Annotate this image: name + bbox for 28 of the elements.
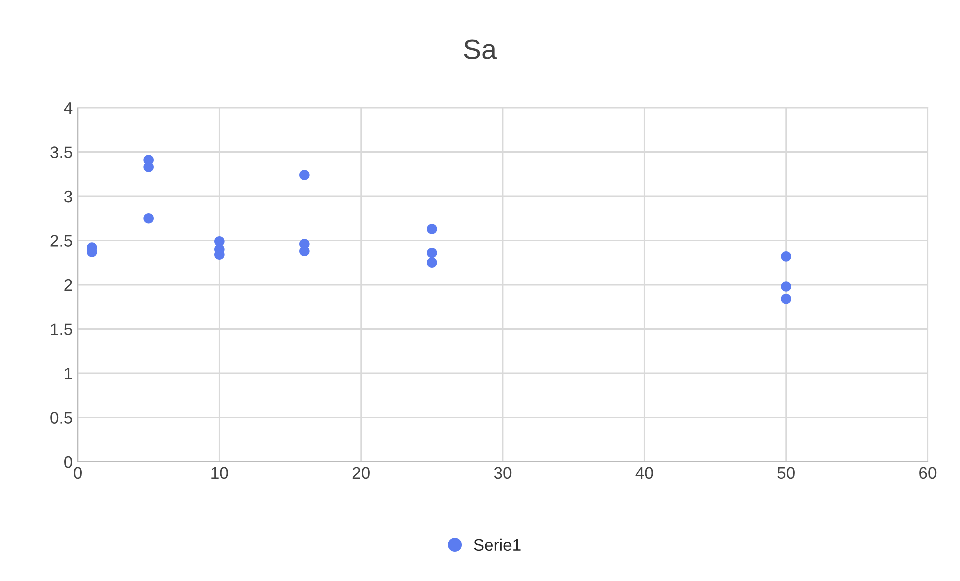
point xyxy=(781,252,792,262)
x-tick-label: 20 xyxy=(352,467,370,480)
point xyxy=(300,170,310,180)
point xyxy=(781,294,792,304)
y-tick-label: 3 xyxy=(64,190,72,203)
y-tick-label: 3.5 xyxy=(50,146,72,158)
point xyxy=(427,258,438,268)
point xyxy=(300,246,310,257)
y-tick-label: 4 xyxy=(64,102,73,114)
y-tick-label: 1 xyxy=(65,368,72,380)
point xyxy=(427,224,438,234)
x-tick-label: 10 xyxy=(212,467,228,480)
y-tick-label: 2 xyxy=(64,279,72,292)
x-tick-label: 40 xyxy=(636,467,654,480)
x-tick-label: 50 xyxy=(778,467,795,480)
legend-label: Serie1 xyxy=(474,538,521,552)
y-tick-label: 2.5 xyxy=(50,235,72,247)
point xyxy=(427,248,438,258)
y-tick-label: 0.5 xyxy=(50,412,72,424)
y-tick-label: 0 xyxy=(64,456,72,468)
chart-title: Sa xyxy=(464,40,497,60)
y-tick-label: 1.5 xyxy=(51,324,72,336)
point xyxy=(144,213,154,224)
x-tick-label: 30 xyxy=(494,467,512,480)
x-tick-label: 0 xyxy=(74,467,82,480)
x-tick-label: 60 xyxy=(920,467,937,480)
point xyxy=(144,162,154,172)
point xyxy=(781,282,792,292)
